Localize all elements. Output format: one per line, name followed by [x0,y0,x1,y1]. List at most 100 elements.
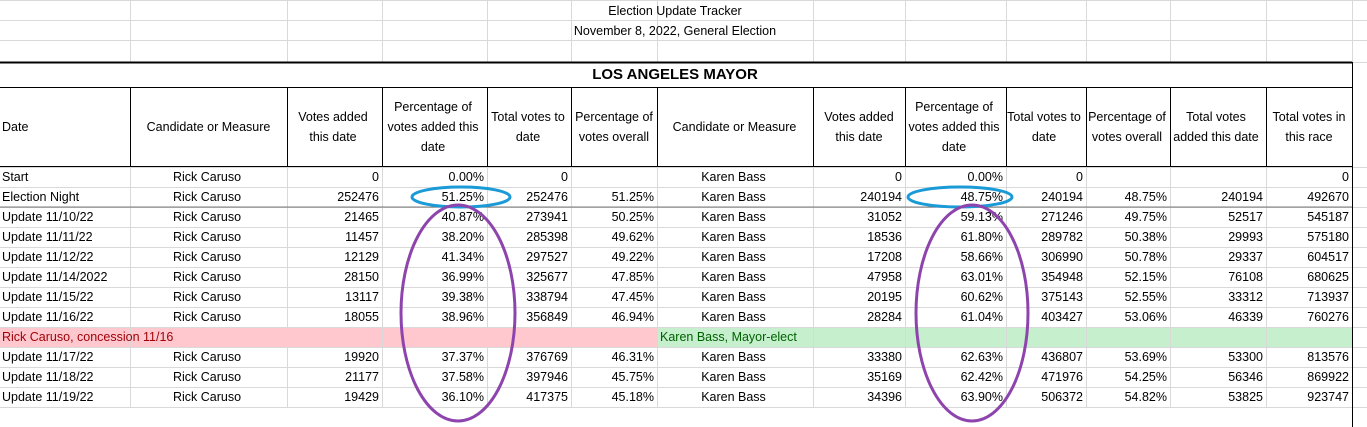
cell-votes-added-b[interactable]: 20195 [867,290,902,304]
cell-total-race[interactable]: 545187 [1307,210,1349,224]
cell-candidate-b[interactable]: Karen Bass [701,310,766,324]
cell-total-a[interactable]: 273941 [526,210,568,224]
cell-date[interactable]: Update 11/16/22 [2,310,94,324]
cell-total-a[interactable]: 252476 [526,190,568,204]
cell-date[interactable]: Update 11/11/22 [2,230,93,244]
cell-votes-added-b[interactable]: 33380 [867,350,902,364]
cell-candidate-b[interactable]: Karen Bass [701,370,766,384]
cell-votes-added-a[interactable]: 19429 [344,390,379,404]
cell-candidate-a[interactable]: Rick Caruso [172,350,242,364]
cell-pct-overall-a[interactable]: 51.25% [611,190,654,204]
cell-total-b[interactable]: 271246 [1041,210,1083,224]
cell-pct-added-b[interactable]: 63.01% [960,270,1003,284]
cell-votes-added-b[interactable]: 0 [895,170,902,184]
cell-total-a[interactable]: 297527 [526,250,568,264]
cell-total-race[interactable]: 869922 [1307,370,1349,384]
cell-votes-added-a[interactable]: 252476 [337,190,379,204]
cell-total-race[interactable]: 760276 [1307,310,1349,324]
cell-pct-overall-b[interactable]: 49.75% [1124,210,1167,224]
cell-total-a[interactable]: 376769 [526,350,568,364]
cell-pct-overall-a[interactable]: 50.25% [611,210,654,224]
cell-total-race[interactable]: 604517 [1307,250,1349,264]
cell-votes-added-a[interactable]: 19920 [344,350,379,364]
cell-candidate-a[interactable]: Rick Caruso [172,270,242,284]
cell-total-b[interactable]: 506372 [1041,390,1083,404]
header-votes-added-b[interactable]: Votes added this date [824,110,894,144]
cell-pct-added-a[interactable]: 51.25% [441,190,484,204]
cell-date[interactable]: Election Night [2,190,80,204]
cell-candidate-a[interactable]: Rick Caruso [172,290,242,304]
cell-candidate-a[interactable]: Rick Caruso [172,170,242,184]
cell-pct-added-b[interactable]: 60.62% [960,290,1003,304]
cell-total-added[interactable]: 56346 [1228,370,1263,384]
header-pct-added-a[interactable]: Percentage of votes added this date [387,100,479,154]
cell-candidate-a[interactable]: Rick Caruso [172,250,242,264]
cell-total-a[interactable]: 285398 [526,230,568,244]
cell-pct-added-b[interactable]: 61.80% [960,230,1003,244]
cell-pct-added-a[interactable]: 36.99% [441,270,484,284]
header-votes-added-a[interactable]: Votes added this date [298,110,368,144]
cell-total-added[interactable]: 53300 [1228,350,1263,364]
cell-total-a[interactable]: 417375 [526,390,568,404]
header-total-race[interactable]: Total votes in this race [1272,110,1346,144]
cell-pct-added-b[interactable]: 58.66% [960,250,1003,264]
cell-votes-added-b[interactable]: 240194 [860,190,902,204]
cell-date[interactable]: Update 11/15/22 [2,290,94,304]
header-total-b[interactable]: Total votes to date [1007,110,1081,144]
cell-votes-added-b[interactable]: 17208 [867,250,902,264]
cell-total-race[interactable]: 713937 [1307,290,1349,304]
cell-candidate-b[interactable]: Karen Bass [701,190,766,204]
cell-date[interactable]: Update 11/18/22 [2,370,94,384]
cell-pct-overall-a[interactable]: 45.18% [611,390,654,404]
cell-pct-overall-a[interactable]: 45.75% [611,370,654,384]
cell-date[interactable]: Update 11/19/22 [2,390,94,404]
cell-pct-added-b[interactable]: 62.42% [960,370,1003,384]
cell-pct-overall-a[interactable]: 47.45% [611,290,654,304]
cell-total-a[interactable]: 356849 [526,310,568,324]
cell-pct-overall-a[interactable]: 49.22% [611,250,654,264]
cell-pct-overall-a[interactable]: 46.31% [611,350,654,364]
cell-pct-added-a[interactable]: 37.37% [441,350,484,364]
cell-total-b[interactable]: 403427 [1041,310,1083,324]
cell-total-b[interactable]: 306990 [1041,250,1083,264]
cell-total-b[interactable]: 436807 [1041,350,1083,364]
cell-votes-added-a[interactable]: 13117 [345,290,379,304]
cell-pct-overall-a[interactable]: 47.85% [611,270,654,284]
cell-pct-added-a[interactable]: 40.87% [441,210,484,224]
cell-votes-added-a[interactable]: 12129 [344,250,379,264]
header-candidate-a[interactable]: Candidate or Measure [146,120,271,134]
cell-candidate-b[interactable]: Karen Bass [701,230,766,244]
cell-total-a[interactable]: 325677 [526,270,568,284]
cell-candidate-a[interactable]: Rick Caruso [172,310,242,324]
cell-votes-added-b[interactable]: 31052 [867,210,902,224]
cell-votes-added-a[interactable]: 21177 [345,370,379,384]
cell-pct-overall-a[interactable]: 46.94% [611,310,654,324]
cell-date[interactable]: Update 11/12/22 [2,250,94,264]
header-candidate-b[interactable]: Candidate or Measure [672,120,797,134]
cell-pct-added-a[interactable]: 36.10% [441,390,484,404]
cell-pct-overall-b[interactable]: 53.06% [1124,310,1167,324]
cell-pct-added-b[interactable]: 59.13% [960,210,1003,224]
cell-pct-overall-b[interactable]: 50.38% [1124,230,1167,244]
cell-pct-overall-b[interactable]: 48.75% [1124,190,1167,204]
cell-candidate-b[interactable]: Karen Bass [701,290,766,304]
cell-date[interactable]: Start [2,170,29,184]
cell-pct-added-a[interactable]: 38.20% [441,230,484,244]
header-date[interactable]: Date [2,120,29,134]
cell-pct-added-a[interactable]: 39.38% [441,290,484,304]
cell-pct-added-a[interactable]: 0.00% [448,170,484,184]
cell-total-added[interactable]: 33312 [1228,290,1263,304]
cell-pct-added-b[interactable]: 48.75% [960,190,1003,204]
cell-candidate-a[interactable]: Rick Caruso [172,370,242,384]
caruso-concession-banner[interactable]: Rick Caruso, concession 11/16 [0,327,657,347]
cell-total-race[interactable]: 492670 [1307,190,1349,204]
bass-mayor-elect-banner[interactable]: Karen Bass, Mayor-elect [657,327,1352,347]
cell-pct-added-b[interactable]: 63.90% [960,390,1003,404]
cell-votes-added-b[interactable]: 34396 [867,390,902,404]
cell-total-b[interactable]: 375143 [1041,290,1083,304]
cell-pct-overall-b[interactable]: 52.55% [1124,290,1167,304]
cell-candidate-a[interactable]: Rick Caruso [172,190,242,204]
cell-candidate-b[interactable]: Karen Bass [701,350,766,364]
cell-total-added[interactable]: 76108 [1228,270,1263,284]
cell-pct-added-b[interactable]: 0.00% [967,170,1003,184]
